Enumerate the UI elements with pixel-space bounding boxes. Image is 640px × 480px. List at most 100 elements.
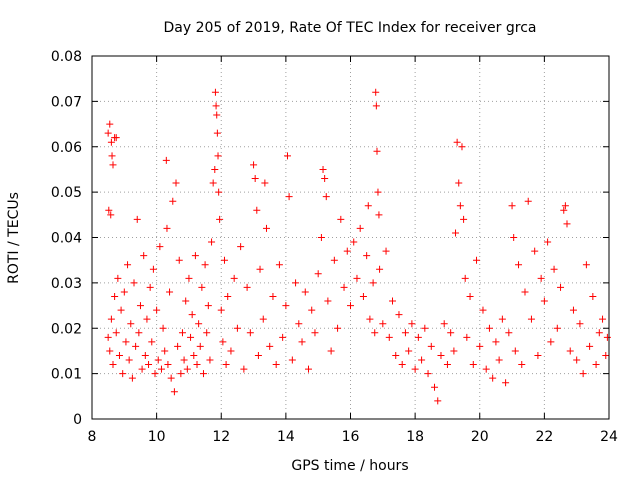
- y-tick-label: 0.06: [51, 140, 82, 156]
- data-point: [183, 365, 191, 373]
- data-point: [374, 188, 382, 196]
- data-point: [599, 315, 607, 323]
- data-point: [321, 175, 329, 183]
- data-point: [364, 202, 372, 210]
- data-point: [191, 252, 199, 260]
- data-point: [398, 361, 406, 369]
- data-point: [138, 365, 146, 373]
- data-point: [285, 193, 293, 201]
- data-point: [154, 356, 162, 364]
- data-point: [253, 206, 261, 214]
- data-point: [437, 351, 445, 359]
- data-point: [120, 288, 128, 296]
- data-point: [211, 88, 219, 96]
- data-point: [385, 333, 393, 341]
- x-tick-label: 16: [342, 429, 360, 445]
- data-point: [560, 206, 568, 214]
- data-point: [434, 397, 442, 405]
- data-point: [414, 333, 422, 341]
- data-point: [453, 138, 461, 146]
- data-point: [479, 306, 487, 314]
- data-point: [187, 333, 195, 341]
- data-point: [427, 342, 435, 350]
- data-point: [215, 188, 223, 196]
- data-point: [177, 370, 185, 378]
- data-point: [246, 329, 254, 337]
- y-axis-label: ROTI / TECUs: [6, 192, 22, 284]
- data-point: [455, 179, 463, 187]
- data-point: [208, 238, 216, 246]
- data-point: [460, 215, 468, 223]
- data-point: [521, 288, 529, 296]
- data-point: [447, 329, 455, 337]
- x-tick-label: 12: [212, 429, 230, 445]
- data-point: [301, 288, 309, 296]
- data-point: [213, 111, 221, 119]
- data-point: [511, 347, 519, 355]
- data-point: [259, 315, 267, 323]
- data-point: [518, 361, 526, 369]
- data-point: [163, 224, 171, 232]
- data-point: [592, 361, 600, 369]
- data-point: [485, 324, 493, 332]
- data-point: [230, 274, 238, 282]
- data-point: [206, 356, 214, 364]
- data-point: [366, 315, 374, 323]
- data-point: [117, 306, 125, 314]
- data-point: [190, 351, 198, 359]
- data-point: [547, 338, 555, 346]
- data-point: [104, 333, 112, 341]
- data-point: [579, 370, 587, 378]
- data-point: [292, 279, 300, 287]
- data-point: [421, 324, 429, 332]
- data-point: [573, 356, 581, 364]
- data-point: [157, 365, 165, 373]
- data-point: [119, 370, 127, 378]
- data-point: [104, 129, 112, 137]
- data-point: [212, 102, 220, 110]
- data-point: [143, 315, 151, 323]
- data-point: [266, 342, 274, 350]
- data-point: [561, 202, 569, 210]
- data-point: [216, 215, 224, 223]
- data-point: [145, 361, 153, 369]
- chart-title: Day 205 of 2019, Rate Of TEC Index for r…: [164, 20, 537, 36]
- data-point: [337, 215, 345, 223]
- data-point: [595, 329, 603, 337]
- data-point: [136, 302, 144, 310]
- data-point: [382, 247, 390, 255]
- data-point: [375, 211, 383, 219]
- data-point: [489, 374, 497, 382]
- data-point: [379, 320, 387, 328]
- y-tick-label: 0.08: [51, 49, 82, 65]
- data-point: [128, 374, 136, 382]
- data-point: [195, 320, 203, 328]
- data-point: [544, 238, 552, 246]
- data-point: [589, 292, 597, 300]
- data-point: [146, 283, 154, 291]
- data-point: [107, 211, 115, 219]
- data-point: [127, 320, 135, 328]
- data-point: [109, 361, 117, 369]
- data-point: [343, 247, 351, 255]
- data-point: [308, 306, 316, 314]
- axis-ticks: 8 10 12 14 16 18 20 22 24 0 0.01 0.02 0.03 0.04 0.05 0.…: [51, 49, 618, 445]
- y-tick-label: 0.05: [51, 185, 82, 201]
- data-point: [524, 197, 532, 205]
- data-point: [340, 283, 348, 291]
- data-point: [199, 370, 207, 378]
- data-point: [196, 342, 204, 350]
- data-point: [224, 292, 232, 300]
- data-point: [319, 165, 327, 173]
- data-point: [314, 270, 322, 278]
- data-point: [469, 361, 477, 369]
- y-tick-label: 0.04: [51, 231, 82, 247]
- data-point: [182, 297, 190, 305]
- data-point: [141, 351, 149, 359]
- x-tick-label: 18: [406, 429, 424, 445]
- data-point: [112, 329, 120, 337]
- data-point: [164, 361, 172, 369]
- data-point: [174, 342, 182, 350]
- x-tick-label: 20: [471, 429, 489, 445]
